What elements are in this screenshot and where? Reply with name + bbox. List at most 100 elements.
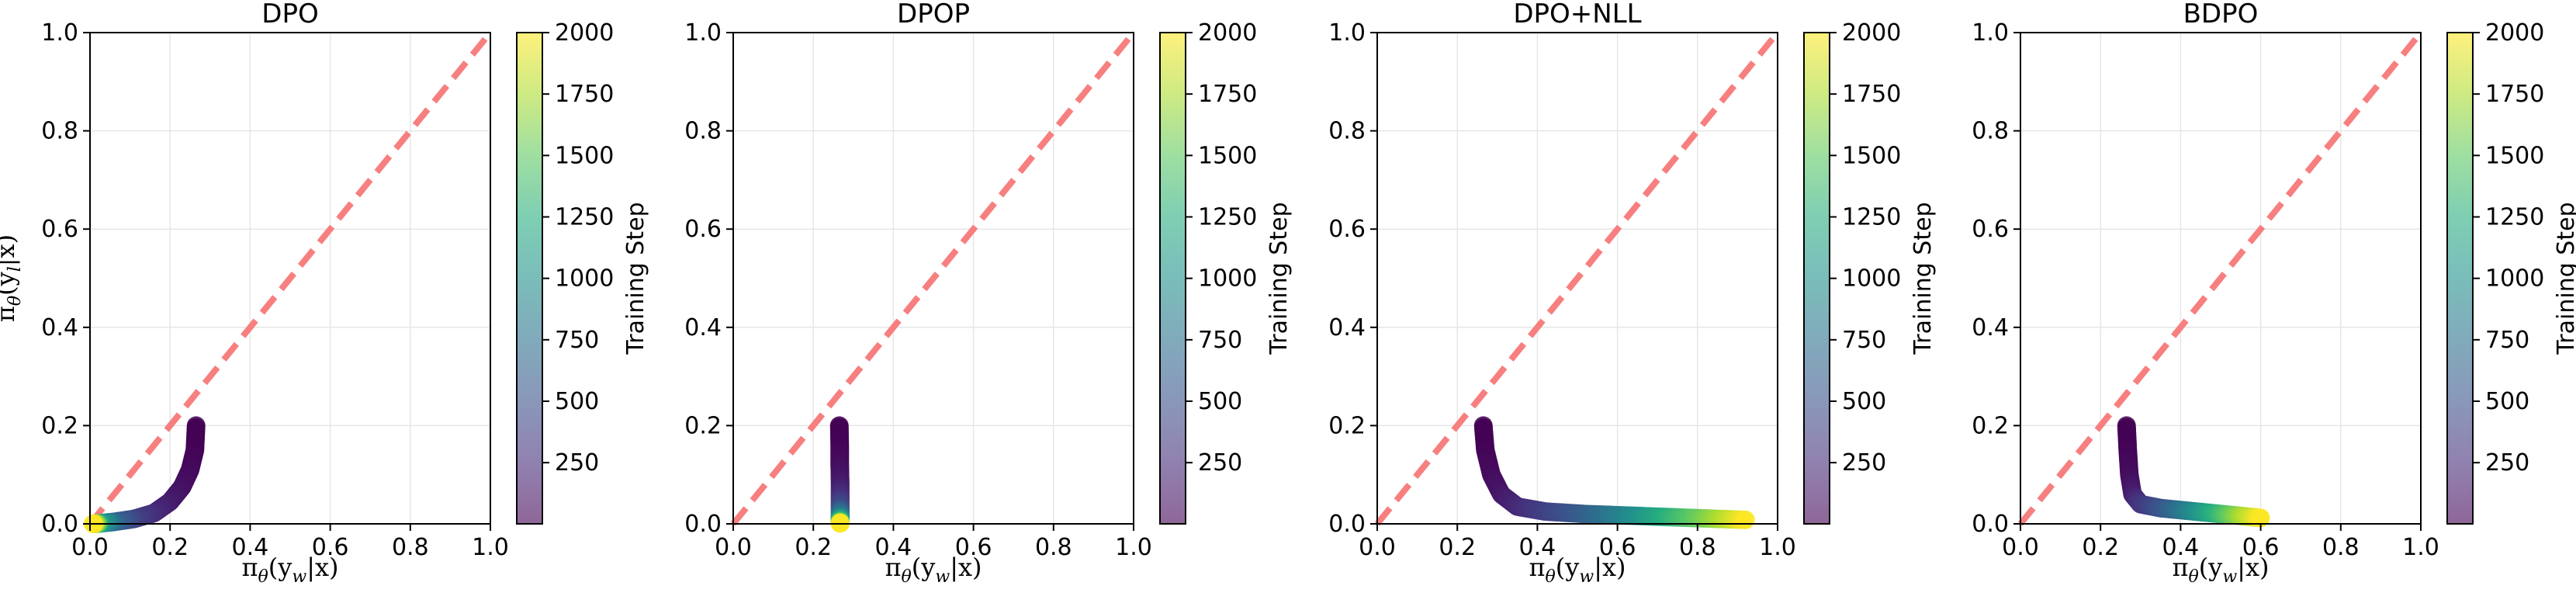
chart-title: DPO+NLL bbox=[1513, 0, 1641, 29]
colorbar-tick-label: 1500 bbox=[2485, 142, 2544, 169]
x-axis-label: πθ(yw|x) bbox=[885, 553, 982, 587]
y-tick-label: 0.2 bbox=[1328, 412, 1366, 439]
y-tick-label: 1.0 bbox=[41, 19, 78, 47]
y-tick-label: 0.8 bbox=[1972, 118, 2009, 145]
colorbar-tick-label: 500 bbox=[1198, 388, 1242, 415]
y-tick-label: 0.8 bbox=[684, 118, 722, 145]
colorbar-tick-label: 1250 bbox=[2485, 203, 2544, 230]
colorbar-tick-label: 500 bbox=[2485, 388, 2529, 415]
diagonal-reference-line bbox=[1374, 30, 1781, 526]
colorbar-tick-label: 500 bbox=[1842, 388, 1886, 415]
x-tick-label: 0.8 bbox=[392, 534, 429, 561]
x-tick-label: 0.4 bbox=[875, 534, 912, 561]
chart-title: DPO bbox=[261, 0, 318, 29]
y-tick-label: 1.0 bbox=[1972, 19, 2009, 47]
colorbar-tick-label: 1250 bbox=[1842, 203, 1901, 230]
y-tick-label: 0.2 bbox=[41, 412, 78, 439]
x-tick-label: 0.0 bbox=[715, 534, 752, 561]
x-axis-label: πθ(yw|x) bbox=[2173, 553, 2270, 587]
colorbar-label: Training Step bbox=[1909, 202, 1937, 355]
trajectory-points bbox=[2117, 416, 2270, 528]
x-tick-label: 0.0 bbox=[71, 534, 109, 561]
x-tick-label: 0.6 bbox=[955, 534, 992, 561]
colorbar-tick-label: 750 bbox=[1198, 327, 1242, 354]
y-tick-label: 0.4 bbox=[1972, 314, 2009, 341]
colorbar-tick-label: 1250 bbox=[555, 203, 614, 230]
colorbar-tick-label: 1250 bbox=[1198, 203, 1257, 230]
colorbar bbox=[1804, 33, 1830, 524]
x-tick-label: 0.0 bbox=[1359, 534, 1396, 561]
chart-title: BDPO bbox=[2183, 0, 2259, 29]
colorbar-tick-label: 750 bbox=[555, 327, 599, 354]
colorbar-tick-label: 250 bbox=[1842, 449, 1886, 477]
diagonal-reference-line bbox=[87, 30, 493, 526]
colorbar-tick-label: 1750 bbox=[2485, 81, 2544, 108]
x-tick-label: 0.2 bbox=[795, 534, 832, 561]
x-tick-label: 0.4 bbox=[2162, 534, 2200, 561]
trajectory-points bbox=[829, 416, 850, 533]
colorbar-tick-label: 1000 bbox=[1198, 265, 1257, 293]
panel-dpo: 0.0 0.2 0.4 0.6 0.8 1.0 0.0 0.2 0.4 0.6 0.8 1.0 DPO π… bbox=[0, 0, 649, 587]
y-tick-label: 0.2 bbox=[1972, 412, 2009, 439]
chart-title: DPOP bbox=[897, 0, 970, 29]
colorbar-label: Training Step bbox=[1265, 202, 1293, 355]
x-tick-label: 1.0 bbox=[1115, 534, 1152, 561]
axes-frame bbox=[89, 32, 491, 525]
colorbar-tick-label: 1000 bbox=[2485, 265, 2544, 293]
colorbar-tick-label: 2000 bbox=[1198, 19, 1257, 47]
x-tick-label: 0.2 bbox=[151, 534, 189, 561]
y-tick-label: 1.0 bbox=[1328, 19, 1366, 47]
x-tick-label: 0.4 bbox=[232, 534, 269, 561]
x-tick-label: 1.0 bbox=[2402, 534, 2439, 561]
trajectory-point bbox=[2251, 508, 2270, 528]
panel-dpo-nll: 0.0 0.2 0.4 0.6 0.8 1.0 0.0 0.2 0.4 0.6 0.8 1.0 DPO+… bbox=[1328, 0, 1937, 587]
y-tick-label: 0.6 bbox=[1328, 216, 1366, 243]
y-tick-label: 0.4 bbox=[1328, 314, 1366, 341]
y-tick-label: 0.4 bbox=[41, 314, 78, 341]
x-axis-label: πθ(yw|x) bbox=[242, 553, 339, 587]
y-tick-label: 0.8 bbox=[41, 118, 78, 145]
y-tick-label: 0.6 bbox=[41, 216, 78, 243]
colorbar-tick-label: 2000 bbox=[555, 19, 614, 47]
y-tick-label: 0.0 bbox=[684, 511, 722, 538]
trajectory-point bbox=[1736, 510, 1755, 529]
panel-dpop: 0.0 0.2 0.4 0.6 0.8 1.0 0.0 0.2 0.4 0.6 0.8 1.0 DPOP… bbox=[684, 0, 1293, 587]
colorbar-tick-label: 1500 bbox=[1198, 142, 1257, 169]
axes-frame bbox=[1376, 32, 1778, 525]
y-tick-label: 0.0 bbox=[1328, 511, 1366, 538]
colorbar bbox=[2447, 33, 2473, 524]
x-tick-label: 0.8 bbox=[2322, 534, 2360, 561]
colorbar-tick-label: 250 bbox=[2485, 449, 2529, 477]
colorbar-tick-label: 2000 bbox=[2485, 19, 2544, 47]
x-tick-label: 0.2 bbox=[1439, 534, 1476, 561]
colorbar-tick-label: 2000 bbox=[1842, 19, 1901, 47]
colorbar-tick-label: 1750 bbox=[1842, 81, 1901, 108]
colorbar bbox=[1160, 33, 1186, 524]
y-tick-label: 0.8 bbox=[1328, 118, 1366, 145]
colorbar-tick-label: 1000 bbox=[1842, 265, 1901, 293]
colorbar-label: Training Step bbox=[622, 202, 649, 355]
y-tick-label: 0.6 bbox=[1972, 216, 2009, 243]
diagonal-reference-line bbox=[730, 30, 1137, 526]
colorbar-label: Training Step bbox=[2553, 202, 2576, 355]
x-tick-label: 0.8 bbox=[1679, 534, 1716, 561]
x-tick-label: 0.6 bbox=[2242, 534, 2280, 561]
x-tick-label: 1.0 bbox=[1759, 534, 1796, 561]
x-tick-label: 1.0 bbox=[472, 534, 509, 561]
colorbar-tick-label: 500 bbox=[555, 388, 599, 415]
y-tick-label: 0.6 bbox=[684, 216, 722, 243]
colorbar-tick-label: 750 bbox=[1842, 327, 1886, 354]
colorbar-tick-label: 750 bbox=[2485, 327, 2529, 354]
panel-bdpo: 0.0 0.2 0.4 0.6 0.8 1.0 0.0 0.2 0.4 0.6 0.8 1.0 BDPO… bbox=[1972, 0, 2576, 587]
x-tick-label: 0.6 bbox=[312, 534, 349, 561]
y-tick-label: 0.0 bbox=[1972, 511, 2009, 538]
y-tick-label: 0.2 bbox=[684, 412, 722, 439]
x-tick-label: 0.2 bbox=[2082, 534, 2119, 561]
x-tick-label: 0.6 bbox=[1599, 534, 1636, 561]
colorbar-tick-label: 1500 bbox=[555, 142, 614, 169]
y-tick-label: 0.0 bbox=[41, 511, 78, 538]
colorbar-tick-label: 1750 bbox=[555, 81, 614, 108]
colorbar-tick-label: 1500 bbox=[1842, 142, 1901, 169]
